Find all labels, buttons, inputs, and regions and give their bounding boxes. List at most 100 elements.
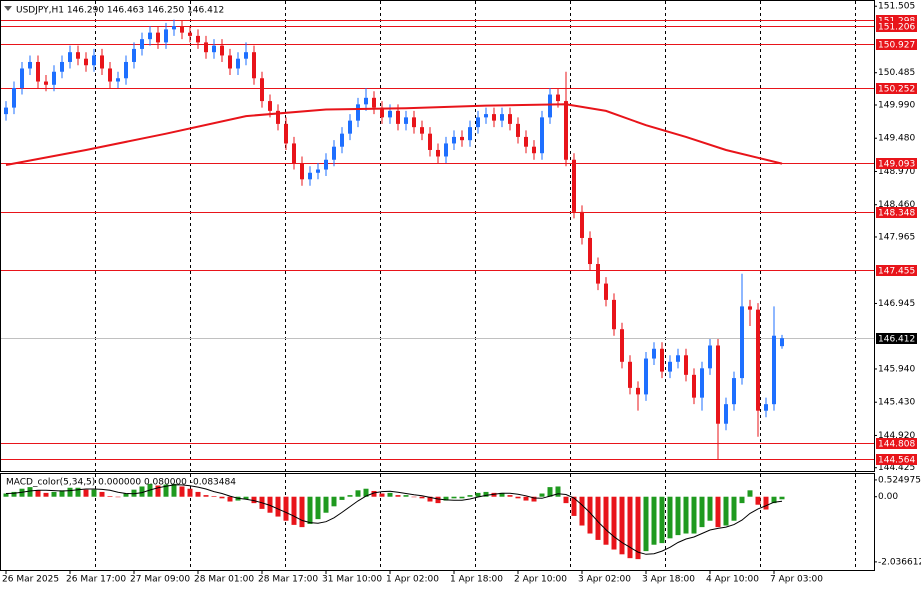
y-tick-label: 151.505 — [878, 2, 915, 12]
candle-body — [236, 58, 240, 69]
candle-body — [4, 107, 8, 115]
level-tag — [876, 21, 917, 32]
candle-body — [596, 264, 600, 284]
candle-body — [68, 52, 72, 62]
macd-bar — [339, 496, 345, 500]
candle-body — [668, 361, 672, 372]
candle-body — [420, 127, 424, 134]
menu-arrow[interactable] — [4, 6, 12, 11]
level-tag-label: 150.252 — [878, 85, 915, 95]
macd-bar — [371, 490, 377, 497]
macd-bar — [459, 496, 465, 499]
candle-body — [172, 26, 176, 30]
macd-bar — [267, 496, 273, 513]
candle-body — [460, 136, 464, 141]
candle-body — [396, 110, 400, 124]
macd-bar — [91, 489, 97, 497]
macd-bar — [515, 496, 521, 499]
macd-bar — [107, 496, 113, 497]
level-tag — [876, 158, 917, 169]
y-tick-label: 145.430 — [878, 398, 915, 408]
level-tag-label: 147.455 — [878, 267, 915, 277]
candle-body — [212, 45, 216, 53]
y-tick-label: 147.965 — [878, 232, 915, 242]
x-tick-label: 2 Apr 10:00 — [514, 575, 567, 585]
candle-body — [700, 368, 704, 398]
x-tick-label: 26 Mar 2025 — [2, 575, 59, 585]
macd-bar — [187, 488, 193, 497]
candle-body — [76, 52, 80, 59]
candle-body — [660, 348, 664, 372]
candle-body — [764, 404, 768, 411]
macd-bar — [763, 496, 769, 510]
y-tick-label: 146.945 — [878, 299, 915, 309]
macd-bar — [139, 486, 145, 497]
candle-body — [92, 55, 96, 66]
candle-body — [84, 58, 88, 66]
candle-body — [684, 355, 688, 375]
candle-body — [348, 120, 352, 134]
macd-bar — [547, 487, 553, 497]
candle-body — [636, 387, 640, 395]
candle-body — [708, 345, 712, 369]
x-tick-label: 3 Apr 18:00 — [642, 575, 695, 585]
candle-body — [436, 149, 440, 157]
macd-bar — [155, 485, 161, 497]
candle-body — [60, 61, 64, 72]
macd-bar — [507, 495, 513, 497]
candle-body — [156, 32, 160, 43]
candle-body — [748, 306, 752, 310]
candle-body — [548, 94, 552, 118]
candle-body — [428, 133, 432, 150]
candle-body — [204, 42, 208, 53]
macd-bar — [291, 496, 297, 525]
candle-body — [588, 237, 592, 265]
candle-body — [148, 32, 152, 40]
macd-bar — [275, 496, 281, 517]
candle-body — [404, 117, 408, 124]
macd-bar — [427, 496, 433, 502]
candle-body — [564, 101, 568, 160]
macd-panel-frame — [0, 473, 875, 571]
candle-body — [756, 309, 760, 411]
candle-body — [372, 97, 376, 108]
macd-bar — [603, 496, 609, 545]
candle-body — [572, 159, 576, 212]
candle-body — [52, 71, 56, 85]
candle-body — [732, 378, 736, 405]
y-tick-label: 149.480 — [878, 134, 915, 144]
macd-bar — [243, 496, 249, 500]
candle-body — [28, 61, 32, 69]
macd-bar — [475, 492, 481, 497]
candle-body — [628, 361, 632, 388]
macd-bar — [299, 496, 305, 528]
candle-body — [612, 299, 616, 330]
macd-bar — [611, 496, 617, 550]
macd-bar — [203, 495, 209, 497]
macd-bar — [387, 492, 393, 497]
candle-body — [188, 32, 192, 36]
macd-bar — [179, 486, 185, 497]
macd-bar — [251, 496, 257, 504]
y-tick-label: 145.940 — [878, 364, 915, 374]
level-tag — [876, 265, 917, 276]
current-price-label: 146.412 — [878, 335, 915, 345]
candle-body — [676, 355, 680, 362]
macd-bar — [419, 496, 425, 499]
macd-bar — [539, 493, 545, 497]
macd-bar — [347, 495, 353, 497]
candle-body — [36, 61, 40, 82]
candle-body — [540, 117, 544, 154]
candle-body — [716, 345, 720, 424]
macd-bar — [739, 496, 745, 504]
macd-tick-label: 0.524975 — [878, 475, 921, 485]
current-price-tag — [876, 333, 917, 344]
macd-bar — [635, 496, 641, 560]
macd-bar — [779, 496, 785, 500]
candle-body — [444, 143, 448, 157]
candle-body — [508, 114, 512, 124]
candle-body — [476, 117, 480, 128]
candle-body — [380, 107, 384, 118]
candle-body — [468, 127, 472, 141]
